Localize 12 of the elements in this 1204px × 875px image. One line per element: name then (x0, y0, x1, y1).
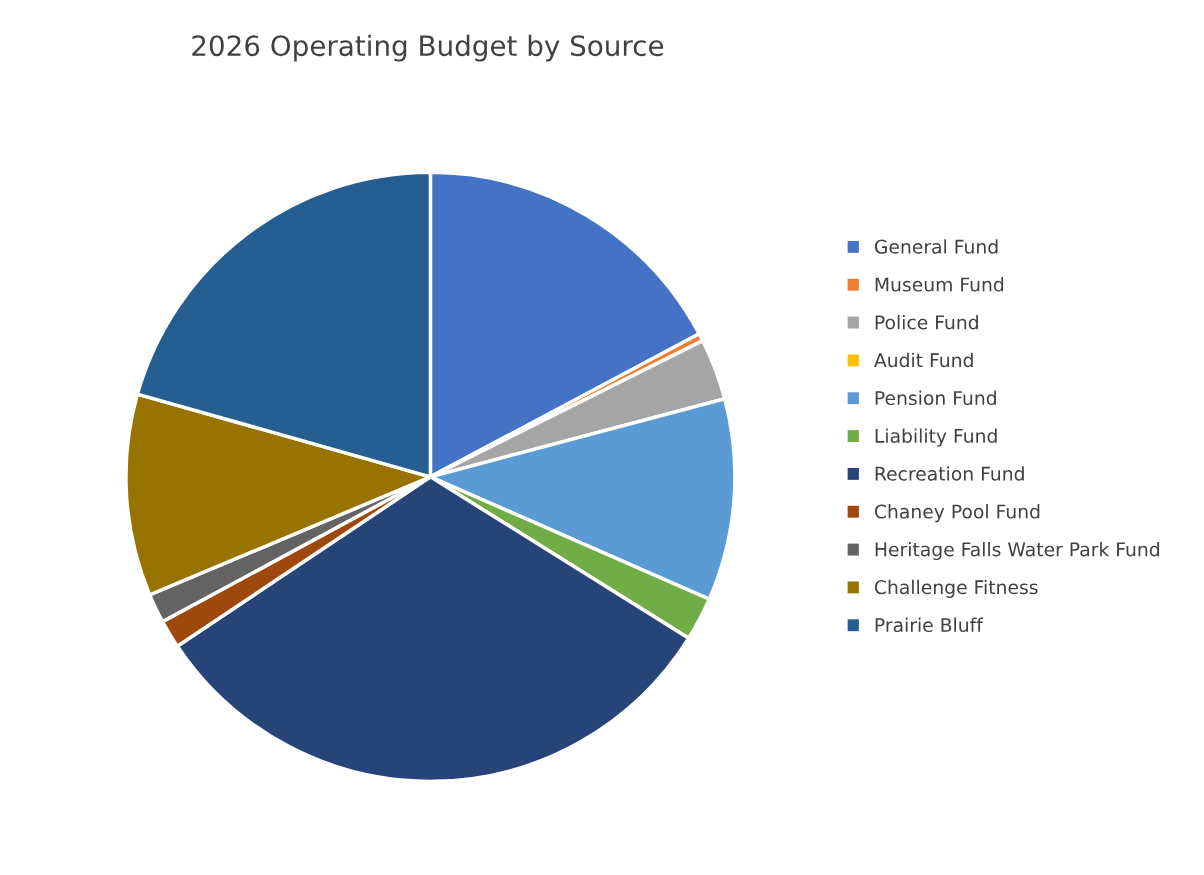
legend-label: Police Fund (875, 314, 978, 330)
legend-label: Recreation Fund (875, 466, 1024, 481)
legend-label: Liability Fund (875, 428, 997, 447)
legend-label: Chaney Pool Fund (874, 504, 1040, 523)
legend-label: Prairie Bluff (875, 617, 984, 633)
chart-title: 2026 Operating Budget by Source (192, 34, 664, 62)
legend-label: Heritage Falls Water Park Fund (875, 541, 1159, 561)
legend-label: Museum Fund (875, 277, 1004, 292)
legend-label: General Fund (874, 239, 998, 254)
legend-label: Pension Fund (875, 390, 996, 406)
legend-label: Audit Fund (874, 352, 973, 368)
legend-label: Challenge Fitness (874, 579, 1038, 598)
